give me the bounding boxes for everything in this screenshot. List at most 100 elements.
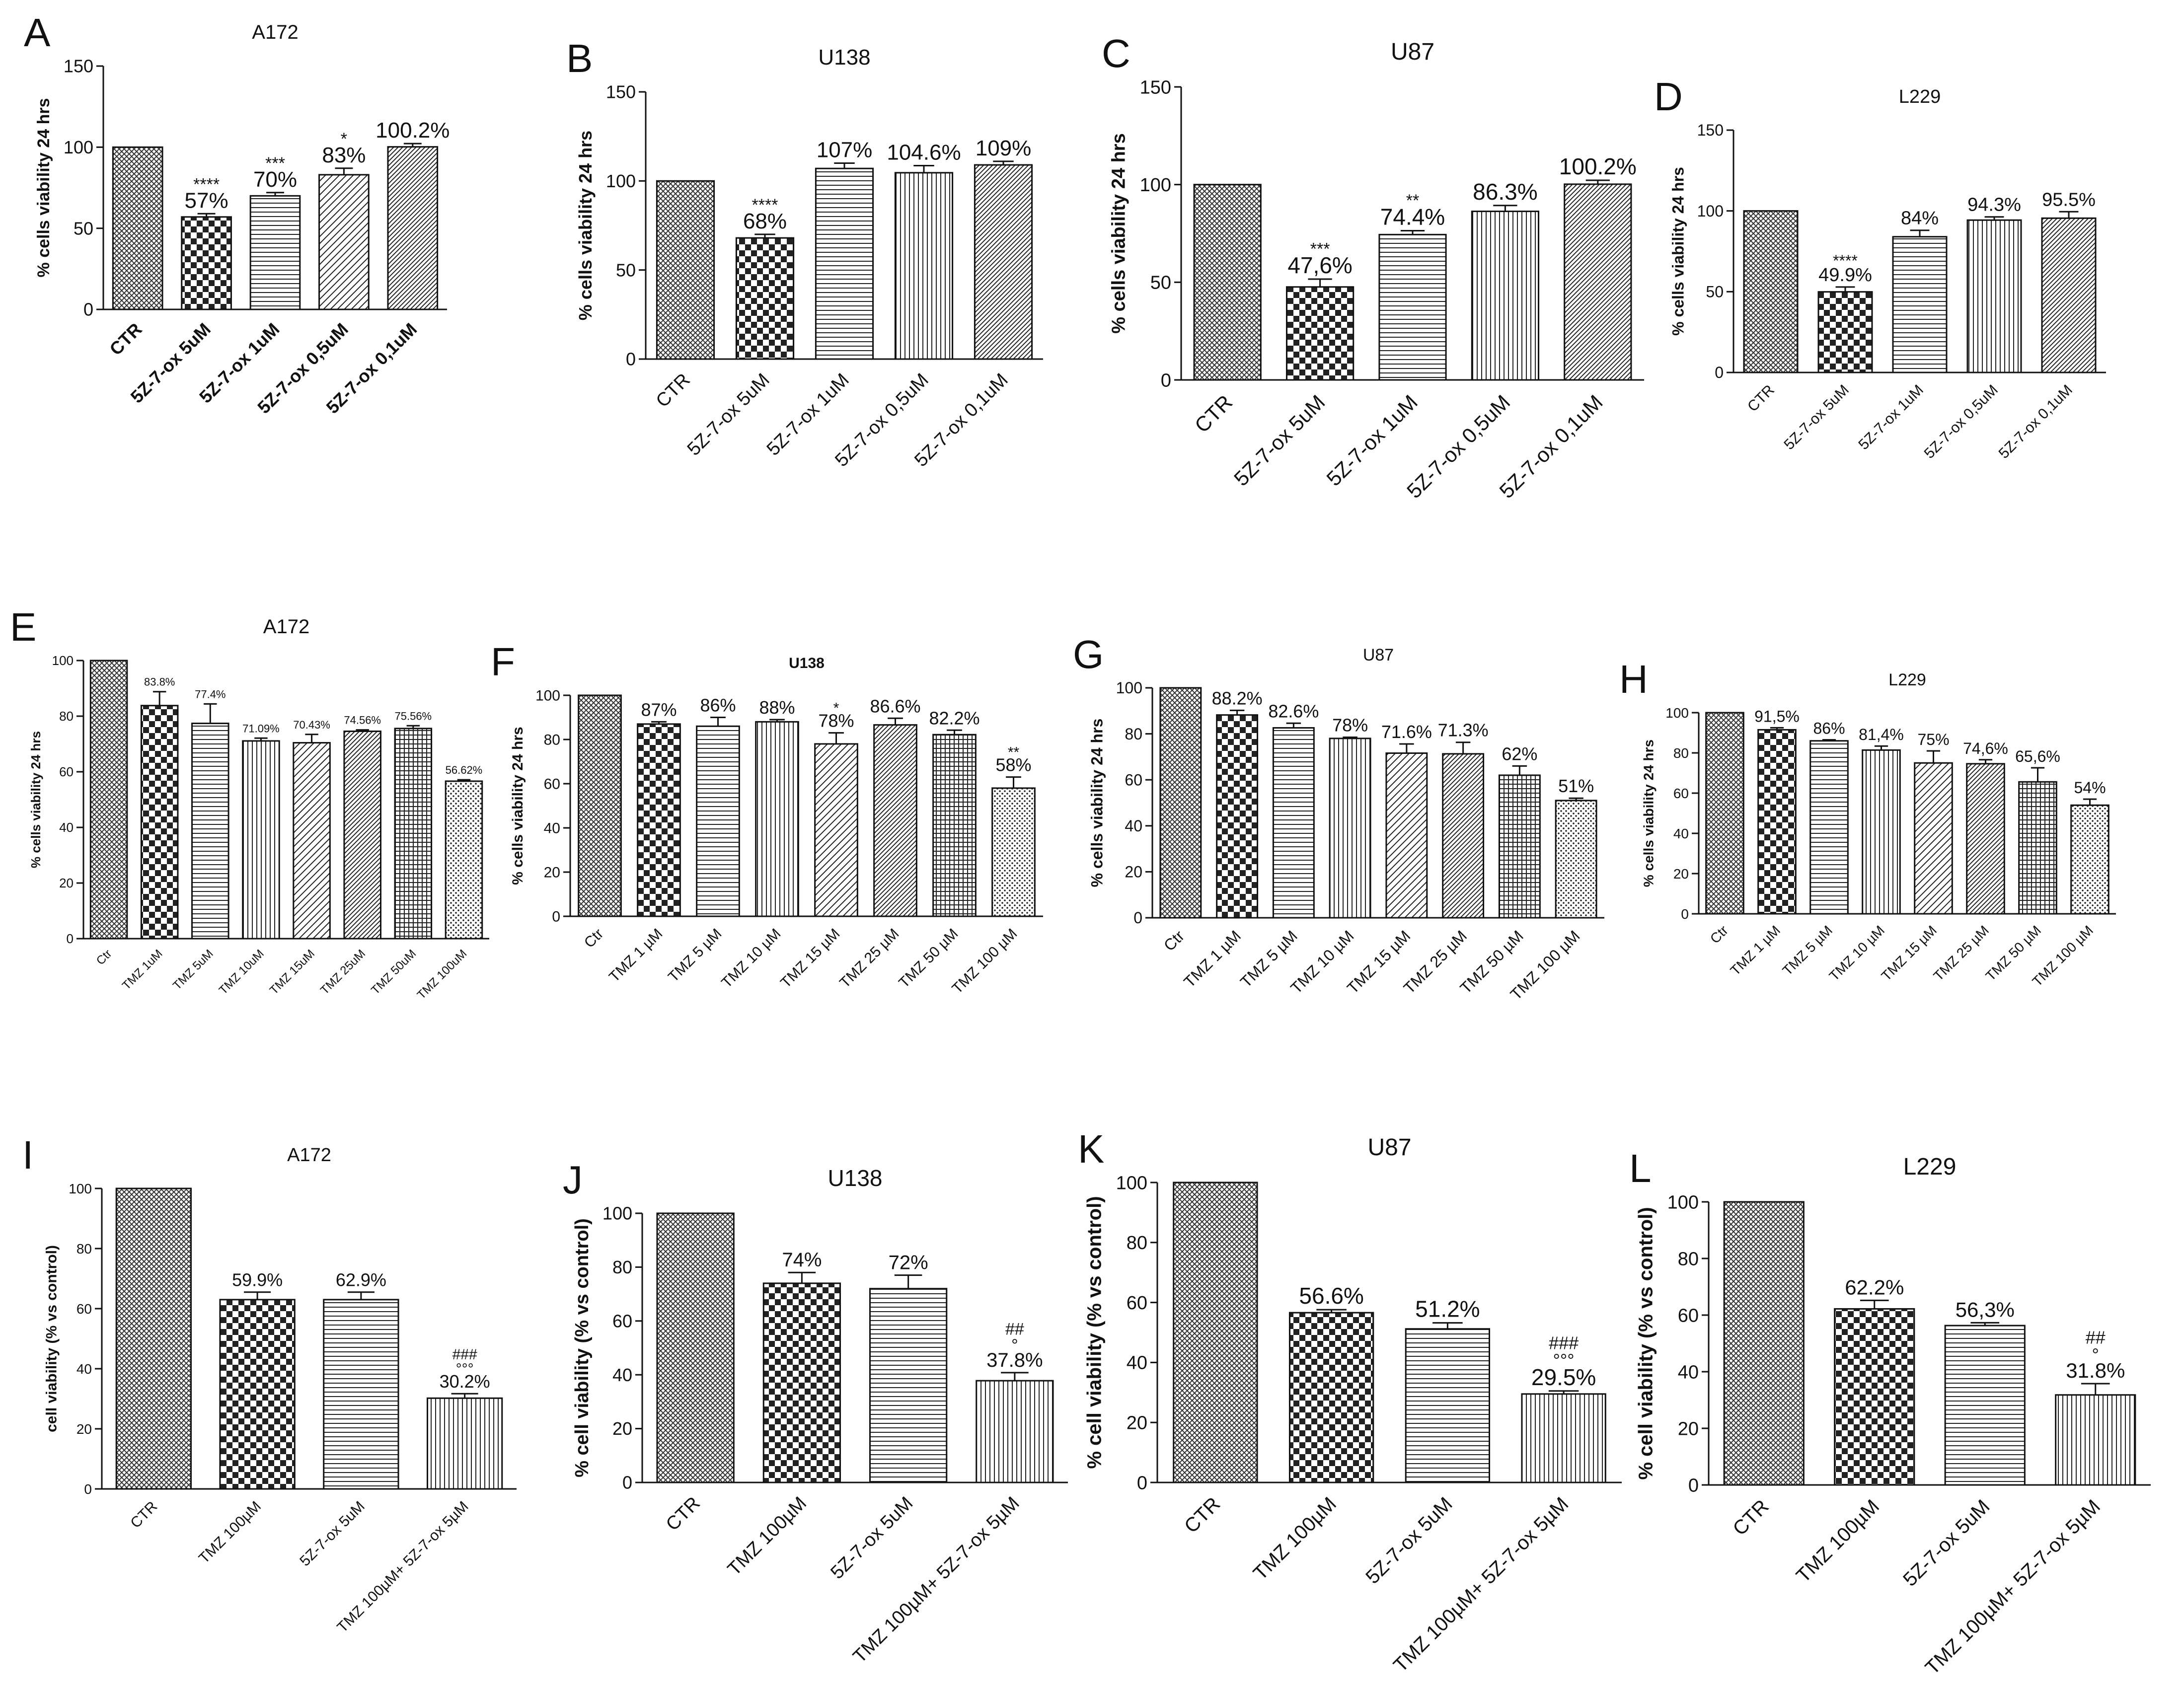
significance-mark: ° (2092, 1344, 2099, 1365)
y-axis-label: % cells viability 24 hrs (1669, 167, 1687, 336)
chart-panel-j: J U138 0 20 40 60 80 100 % cell viability (% vs … (563, 1158, 1068, 1667)
data-label: 47,6% (1287, 252, 1352, 278)
chart-title: L229 (1903, 1154, 1957, 1180)
bar (815, 167, 874, 360)
category-label: 5Z-7-ox 1uM (763, 369, 853, 460)
data-label: 56,3% (1956, 1298, 2015, 1321)
y-tick-label: 60 (76, 1301, 92, 1317)
category-label: Ctr (1707, 923, 1731, 947)
y-axis-label: % cells viability 24 hrs (1108, 133, 1129, 333)
data-label: 91,5% (1754, 707, 1800, 725)
y-tick-label: 50 (74, 218, 93, 238)
y-tick-label: 0 (552, 909, 560, 925)
y-tick-label: 50 (1150, 273, 1171, 294)
data-label: 100.2% (376, 118, 450, 143)
category-label: TMZ 25 µM (1931, 923, 1992, 984)
bar (1272, 727, 1315, 919)
panel-letter: A (24, 10, 51, 55)
bar (1743, 210, 1799, 373)
category-label: TMZ 10 µM (1826, 923, 1888, 984)
category-label: TMZ 15uM (267, 947, 317, 997)
data-label: 70% (253, 167, 297, 192)
data-label: 74,6% (1963, 739, 2008, 757)
bar (2018, 781, 2057, 915)
y-tick-label: 80 (1673, 745, 1689, 761)
data-label: 51.2% (1415, 1296, 1480, 1322)
bar (1705, 712, 1744, 915)
panel-letter: B (566, 36, 593, 80)
y-axis-label: % cell viability (% vs control) (1083, 1196, 1105, 1469)
bar (974, 164, 1033, 360)
panel-letter: D (1654, 74, 1683, 119)
significance-mark: *** (1310, 239, 1330, 258)
data-label: 51% (1558, 776, 1594, 796)
chart-panel-c: C U87 0 50 100 150 % cells viability 24 hrs CTR… (1102, 31, 1644, 503)
bar (249, 195, 301, 310)
y-tick-label: 60 (612, 1311, 632, 1331)
data-label: 86% (1813, 720, 1845, 738)
category-label: TMZ 1 µM (1180, 927, 1244, 991)
hash-mark: ## (2086, 1328, 2106, 1348)
y-tick-label: 40 (544, 820, 560, 837)
y-tick-label: 20 (76, 1421, 92, 1437)
y-tick-label: 0 (67, 931, 74, 946)
significance-mark: **** (752, 196, 778, 215)
chart-panel-f: F U138 0 20 40 60 80 100 % cells viability 24 hr… (491, 640, 1043, 997)
data-label: 71.09% (242, 722, 280, 735)
data-label: 54% (2074, 779, 2106, 797)
hash-mark: ## (1005, 1320, 1024, 1338)
y-tick-label: 100 (1116, 679, 1142, 697)
y-tick-label: 100 (1665, 705, 1689, 721)
bar (181, 216, 232, 310)
data-label: 71.3% (1438, 720, 1489, 740)
panel-letter: K (1078, 1127, 1104, 1171)
data-label: 68% (743, 209, 787, 233)
y-tick-label: 0 (1681, 906, 1689, 922)
data-label: 62.9% (336, 1270, 386, 1290)
category-label: 5Z-7-ox 5uM (1229, 390, 1330, 491)
panel-letter: J (563, 1158, 583, 1202)
data-label: 31.8% (2066, 1359, 2125, 1382)
bar (387, 146, 439, 310)
y-tick-label: 20 (612, 1418, 632, 1439)
category-label: TMZ 10uM (217, 947, 267, 997)
y-tick-label: 50 (616, 260, 636, 280)
y-tick-label: 100 (69, 1181, 92, 1196)
y-tick-label: 60 (1127, 1293, 1147, 1314)
chart-title: U138 (789, 655, 825, 671)
y-tick-label: 100 (1140, 175, 1171, 196)
bar (1288, 1312, 1374, 1483)
y-tick-label: 0 (84, 1481, 92, 1497)
data-label: 81,4% (1859, 726, 1904, 743)
category-label: TMZ 100uM (415, 947, 470, 1002)
data-label: 86.3% (1473, 179, 1537, 205)
bar (293, 742, 331, 940)
y-tick-label: 60 (544, 776, 560, 793)
y-tick-label: 60 (1125, 771, 1142, 789)
category-label: TMZ 5uM (170, 947, 216, 993)
category-label: 5Z-7-ox 1uM (1855, 382, 1927, 453)
chart-title: A172 (263, 616, 309, 638)
data-label: 72% (889, 1252, 928, 1274)
category-label: TMZ 1 µM (1728, 923, 1784, 979)
data-label: 58% (995, 755, 1031, 775)
chart-panel-d: D L229 0 50 100 150 % cells viability 24 hrs CT… (1654, 74, 2106, 462)
bar (1216, 714, 1259, 919)
y-tick-label: 40 (1125, 817, 1142, 835)
category-label: TMZ 25uM (318, 947, 368, 997)
bar (656, 180, 715, 360)
bar (1966, 219, 2022, 373)
y-tick-label: 20 (59, 876, 74, 890)
y-tick-label: 100 (1697, 202, 1724, 220)
panel-letter: F (491, 640, 515, 684)
y-axis-label: % cells viability 24 hrs (1088, 719, 1106, 887)
significance-mark: ** (1406, 191, 1419, 210)
y-tick-label: 80 (59, 709, 74, 724)
bar (578, 694, 622, 917)
y-tick-label: 40 (612, 1365, 632, 1385)
bar (426, 1397, 503, 1490)
y-tick-label: 100 (606, 171, 636, 191)
hash-mark: ### (1549, 1333, 1579, 1353)
